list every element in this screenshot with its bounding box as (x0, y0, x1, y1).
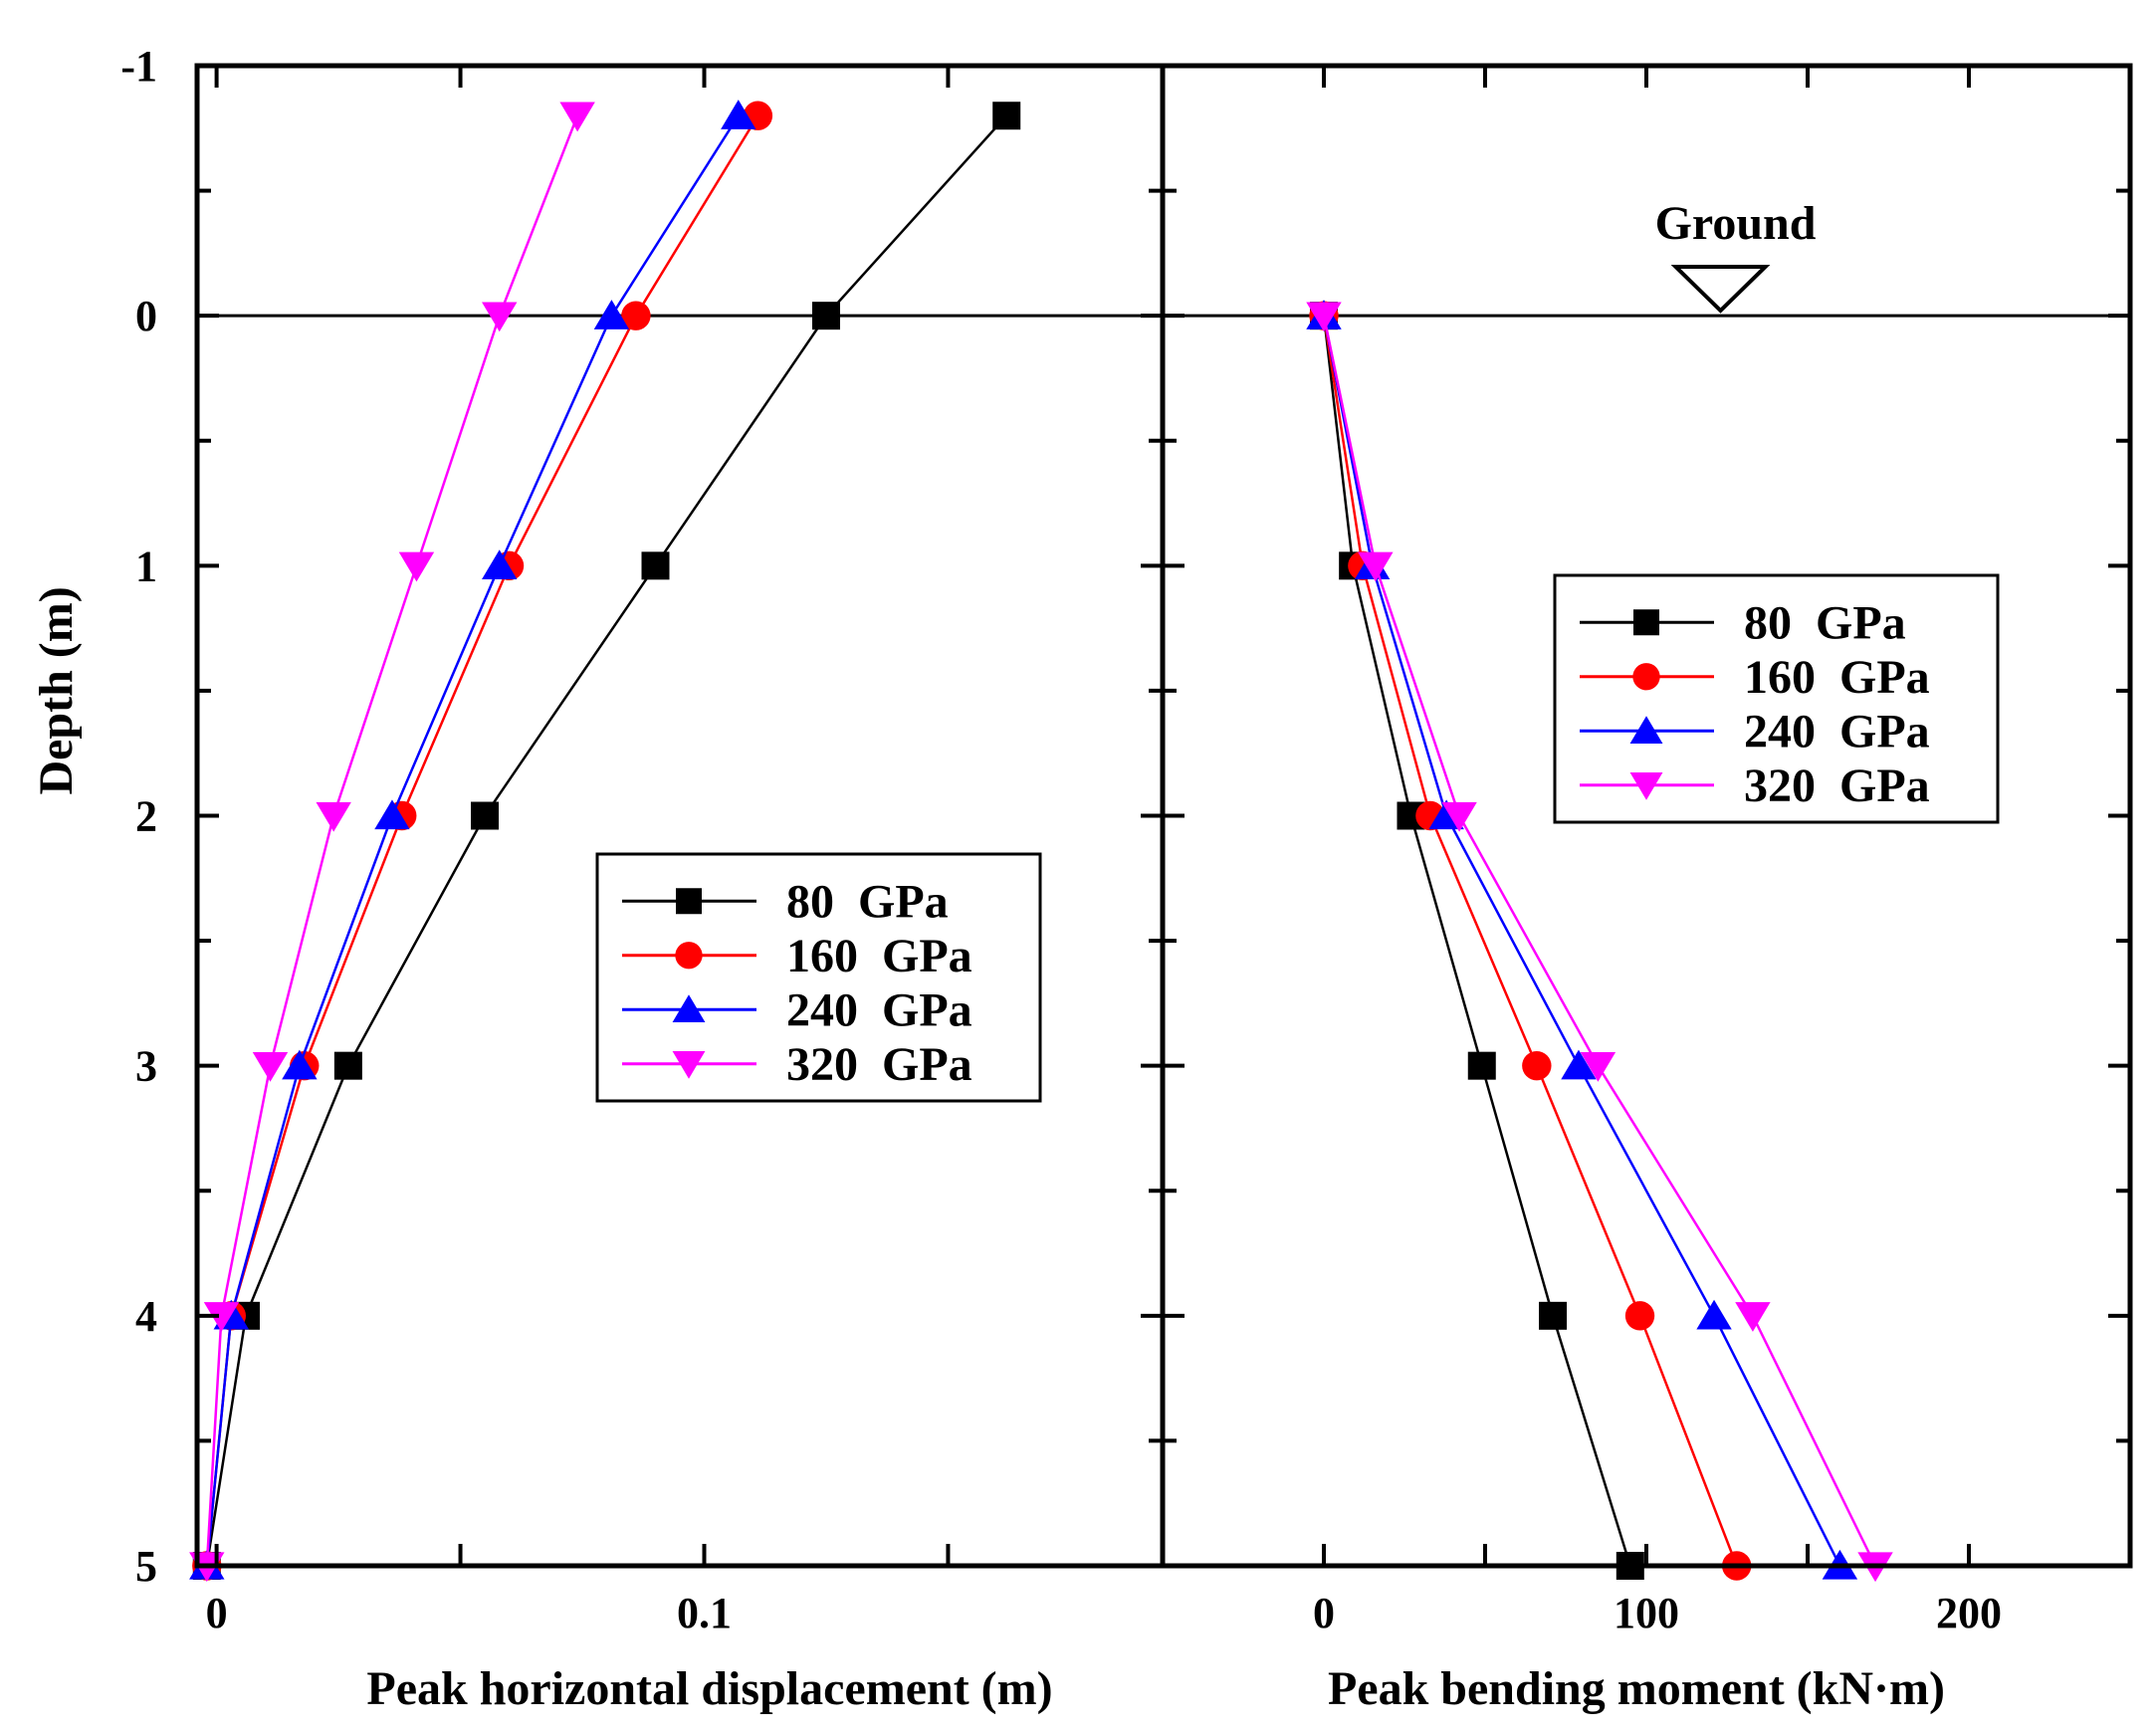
left-legend-marker-2 (672, 994, 706, 1022)
right-x-tick-label-2: 100 (1614, 1589, 1679, 1637)
right-legend-label-2: 240 GPa (1744, 705, 1930, 758)
left-series-1-line (205, 114, 759, 1567)
left-series-0-point-0 (992, 102, 1021, 130)
left-legend-box (595, 852, 1042, 1103)
y-tick-label-2: 1 (135, 542, 157, 590)
left-series-2-point-0 (721, 100, 756, 129)
left-series-3-point-1 (482, 302, 518, 332)
right-series-3-line (1322, 315, 1877, 1567)
right-legend-marker-2 (1629, 716, 1663, 744)
y-axis-title: Depth (m) (30, 586, 83, 794)
axis-ticks (197, 64, 2130, 1568)
left-legend-label-3: 320 GPa (786, 1038, 972, 1091)
right-legend-marker-0 (1633, 609, 1659, 636)
y-tick-label-6: 5 (135, 1542, 157, 1591)
ground-triangle-icon (1670, 265, 1771, 314)
right-series-2-line (1322, 315, 1841, 1567)
left-legend-label-1: 160 GPa (786, 930, 972, 982)
right-series-1-point-4 (1624, 1301, 1655, 1331)
right-series-3-point-1 (1358, 551, 1394, 582)
right-series-1-point-3 (1522, 1050, 1552, 1081)
left-x-tick-label-0: 0 (206, 1589, 228, 1637)
right-series-2-point-3 (1561, 1049, 1597, 1080)
left-series-0-point-2 (641, 551, 670, 580)
left-legend-marker-0 (676, 888, 702, 915)
left-series-2-point-2 (482, 549, 518, 580)
right-series-2-point-4 (1696, 1299, 1732, 1330)
left-series-2-point-1 (593, 300, 630, 329)
left-series-1-point-1 (621, 301, 651, 330)
y-tick-label-1: 0 (135, 292, 157, 340)
right-series-2 (1306, 300, 1858, 1580)
right-series-0-point-4 (1539, 1301, 1568, 1330)
left-legend-marker-3 (672, 1051, 706, 1079)
ground-label: Ground (1655, 197, 1817, 250)
left-series-3-point-4 (252, 1051, 289, 1082)
right-series-1-line (1322, 315, 1738, 1567)
left-series-2-line (205, 114, 740, 1567)
right-legend-box (1553, 573, 2000, 824)
left-series-2-point-3 (374, 799, 410, 830)
left-legend-label-2: 240 GPa (786, 983, 972, 1036)
right-x-tick-label-4: 200 (1936, 1589, 2002, 1637)
right-legend-marker-3 (1629, 772, 1663, 800)
y-tick-label-4: 3 (135, 1042, 157, 1091)
left-legend-marker-1 (675, 942, 703, 970)
right-series-3-point-4 (1735, 1302, 1771, 1332)
left-series-2-point-4 (282, 1049, 318, 1080)
right-x-axis-title: Peak bending moment (kN·m) (1328, 1662, 1945, 1715)
left-x-axis-title: Peak horizontal displacement (m) (366, 1662, 1052, 1715)
left-series-0-point-4 (333, 1051, 362, 1080)
y-tick-label-5: 4 (135, 1292, 157, 1341)
right-legend-label-1: 160 GPa (1744, 651, 1930, 704)
left-series-3-point-3 (316, 801, 351, 832)
left-series-1 (192, 101, 773, 1581)
right-legend-marker-1 (1632, 663, 1660, 691)
left-series-3-point-2 (398, 551, 435, 582)
right-series-0-line (1322, 316, 1631, 1567)
y-tick-label-3: 2 (135, 792, 157, 841)
left-x-tick-label-2: 0.1 (677, 1589, 732, 1637)
y-tick-label-0: -1 (120, 42, 157, 91)
right-x-tick-label-0: 0 (1313, 1589, 1335, 1637)
right-series-3-point-2 (1441, 801, 1477, 832)
left-series-3-point-5 (203, 1302, 240, 1332)
left-series-0-point-3 (471, 801, 500, 830)
data-series (189, 100, 1893, 1583)
left-series-0-point-1 (811, 302, 840, 330)
right-series-3-point-3 (1580, 1051, 1616, 1082)
labels: -1 0 1 2 3 4 5 0 0.1 0 100 200 Peak horizontal displ… (30, 42, 2002, 1715)
right-legend-label-0: 80 GPa (1744, 596, 1906, 649)
right-series-3 (1306, 302, 1893, 1583)
left-series-3-point-0 (559, 102, 595, 132)
left-legend-label-0: 80 GPa (786, 875, 949, 928)
right-series-3-point-0 (1306, 302, 1342, 332)
right-legend-label-3: 320 GPa (1744, 760, 1930, 812)
right-series-1 (1309, 301, 1752, 1581)
right-series-0-point-3 (1467, 1051, 1496, 1080)
